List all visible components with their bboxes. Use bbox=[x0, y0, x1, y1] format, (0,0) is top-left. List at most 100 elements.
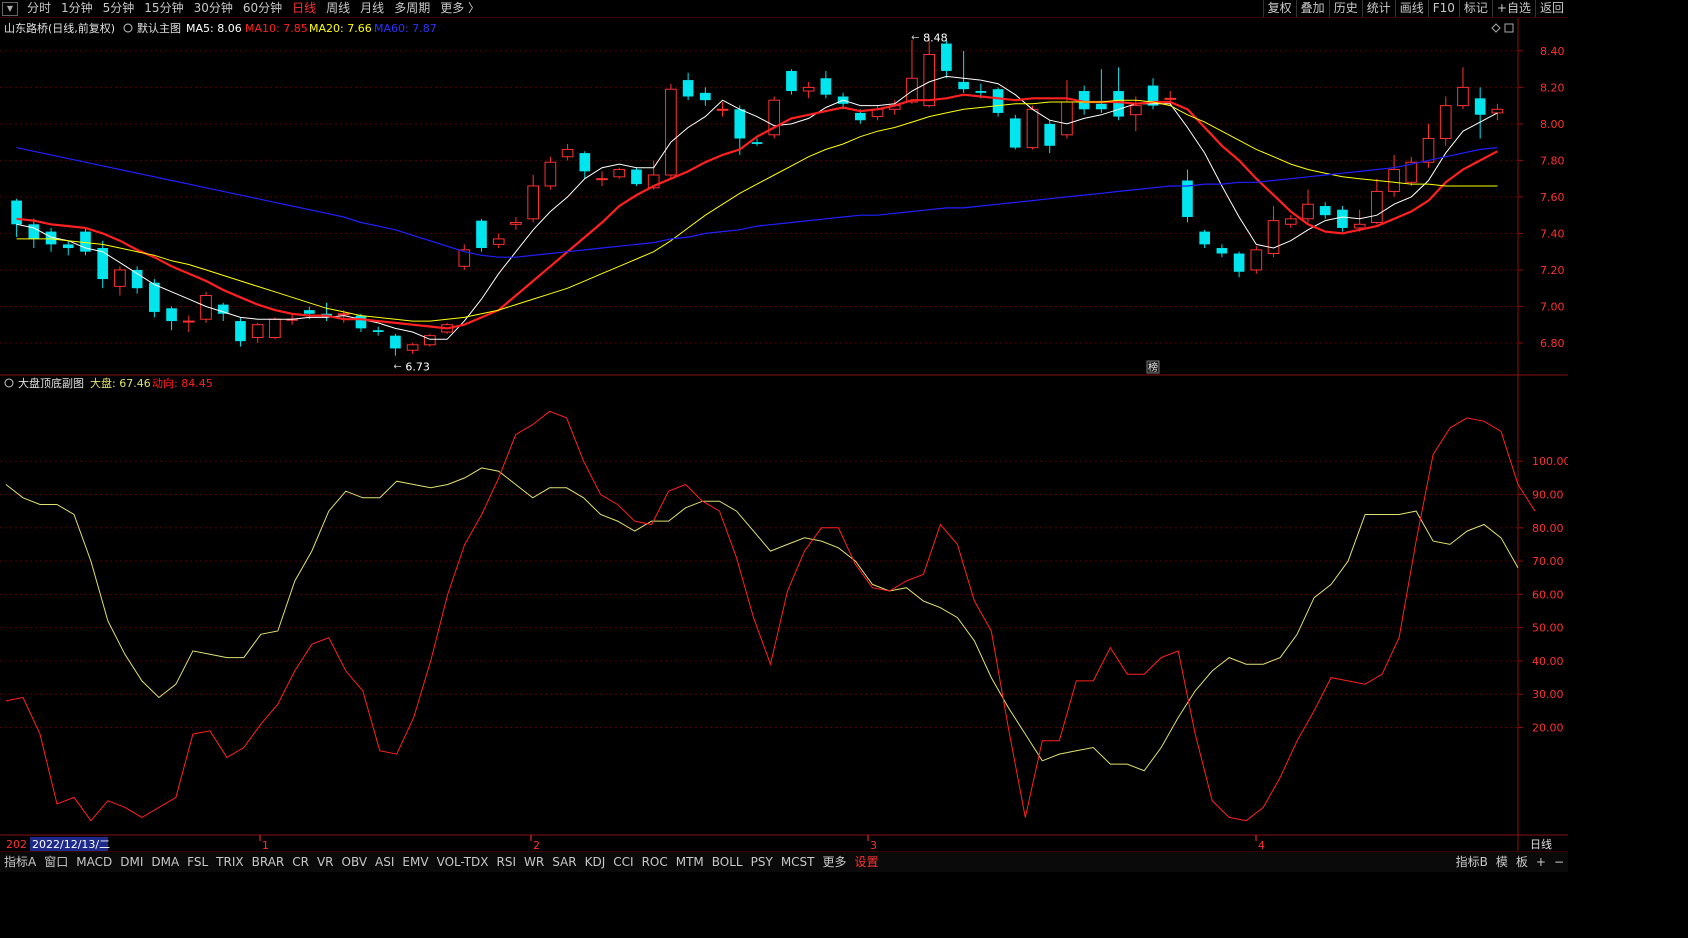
toolbar-button[interactable]: 画线 bbox=[1394, 0, 1428, 17]
sub-line-1 bbox=[5, 410, 1536, 822]
toolbar-button[interactable]: 返回 bbox=[1534, 0, 1568, 17]
indicator-tab[interactable]: ASI bbox=[375, 855, 395, 869]
candle-body bbox=[1009, 118, 1021, 148]
bottom-tool[interactable]: 模 bbox=[1495, 855, 1508, 869]
candle-body bbox=[182, 320, 195, 323]
candle-body bbox=[1319, 206, 1331, 216]
candle-body bbox=[1061, 101, 1073, 136]
candle-body bbox=[303, 310, 315, 314]
bottom-tool[interactable]: − bbox=[1553, 855, 1564, 869]
period-tab[interactable]: 周线 bbox=[326, 1, 351, 15]
candle-body bbox=[613, 169, 626, 178]
candle-body bbox=[28, 224, 40, 239]
sub-tick-label: 30.00 bbox=[1532, 688, 1564, 701]
indicator-tab[interactable]: TRIX bbox=[216, 855, 244, 869]
ma-line-ma60 bbox=[16, 147, 1498, 258]
candle-body bbox=[149, 282, 160, 312]
candle-body bbox=[544, 161, 557, 187]
indicator-tab[interactable]: BOLL bbox=[711, 855, 743, 869]
indicator-tab[interactable]: MCST bbox=[780, 855, 815, 869]
candle-body bbox=[355, 315, 367, 329]
indicator-tab[interactable]: MACD bbox=[76, 855, 113, 869]
toolbar-button[interactable]: 标记 bbox=[1458, 0, 1492, 17]
sub-chart-name: 大盘顶底副图 bbox=[18, 376, 84, 390]
period-tab[interactable]: 日线 bbox=[292, 1, 317, 15]
ma-line-ma10 bbox=[16, 93, 1498, 330]
period-tab[interactable]: 更多 〉 bbox=[440, 1, 481, 15]
candle-body bbox=[476, 220, 487, 249]
candle-body bbox=[975, 91, 987, 93]
toolbar-button[interactable]: 复权 bbox=[1262, 0, 1296, 17]
candle-body bbox=[166, 308, 177, 322]
toolbar-button[interactable]: 历史 bbox=[1328, 0, 1362, 17]
candle-body bbox=[1199, 231, 1211, 245]
indicator-tab[interactable]: ROC bbox=[641, 855, 668, 869]
period-tab[interactable]: 1分钟 bbox=[61, 1, 93, 15]
candle-body bbox=[1129, 105, 1142, 116]
diamond-icon bbox=[1491, 23, 1501, 33]
candle-body bbox=[235, 321, 246, 342]
period-tab[interactable]: 分时 bbox=[27, 1, 52, 15]
indicator-tab[interactable]: DMI bbox=[120, 855, 144, 869]
candle-body bbox=[97, 248, 109, 280]
ma-legend-1: MA10: 7.85 bbox=[245, 22, 308, 35]
indicator-tab[interactable]: MTM bbox=[675, 855, 704, 869]
indicator-tab[interactable]: VOL-TDX bbox=[436, 855, 489, 869]
period-tab[interactable]: 60分钟 bbox=[242, 1, 283, 15]
indicator-tab[interactable]: 指标A bbox=[4, 855, 37, 869]
ma-legend-2: MA20: 7.66 bbox=[309, 22, 372, 35]
candle-body bbox=[992, 89, 1004, 113]
chart-area[interactable]: 6.80 7.00 7.20 7.40 7.60 7.80 8.00 8.20 8.40 ← 8.4… bbox=[0, 18, 1568, 851]
indicator-tab[interactable]: WR bbox=[524, 855, 545, 869]
indicator-tab[interactable]: FSL bbox=[187, 855, 209, 869]
period-tab[interactable]: 月线 bbox=[360, 1, 385, 15]
toolbar-button[interactable]: 统计 bbox=[1361, 0, 1395, 17]
candle-body bbox=[802, 86, 815, 92]
indicator-tab[interactable]: DMA bbox=[151, 855, 180, 869]
candle-body bbox=[1233, 253, 1245, 272]
main-tick-label: 7.00 bbox=[1540, 300, 1565, 313]
period-tab[interactable]: 15分钟 bbox=[144, 1, 184, 15]
indicator-tab[interactable]: 更多 bbox=[822, 855, 847, 869]
indicator-tab[interactable]: VR bbox=[316, 855, 334, 869]
indicator-tab[interactable]: KDJ bbox=[584, 855, 606, 869]
period-tab[interactable]: 5分钟 bbox=[102, 1, 135, 15]
toolbar-button[interactable]: +自选 bbox=[1491, 0, 1535, 17]
bottom-tool[interactable]: + bbox=[1535, 855, 1546, 869]
toolbar-button[interactable]: F10 bbox=[1427, 0, 1459, 17]
period-tab[interactable]: 多周期 bbox=[394, 1, 431, 15]
indicator-tab[interactable]: BRAR bbox=[251, 855, 285, 869]
candle-body bbox=[1182, 180, 1193, 217]
indicator-tab[interactable]: SAR bbox=[552, 855, 577, 869]
indicator-tab[interactable]: 设置 bbox=[854, 855, 879, 869]
period-tab[interactable]: 30分钟 bbox=[193, 1, 233, 15]
sub-tick-label: 90.00 bbox=[1532, 488, 1564, 501]
indicator-tab[interactable]: CR bbox=[292, 855, 309, 869]
ma-line-ma5 bbox=[16, 75, 1498, 340]
sub-tick-label: 40.00 bbox=[1532, 655, 1564, 668]
candle-body bbox=[80, 231, 91, 252]
sub-option-icon bbox=[4, 378, 14, 388]
indicator-tab[interactable]: PSY bbox=[750, 855, 773, 869]
indicator-tab[interactable]: RSI bbox=[496, 855, 517, 869]
candle-body bbox=[458, 249, 471, 267]
candle-body bbox=[1284, 218, 1297, 225]
indicator-tab[interactable]: 窗口 bbox=[44, 855, 69, 869]
candle-body bbox=[716, 108, 729, 111]
candle-body bbox=[1147, 85, 1159, 106]
main-tick-label: 6.80 bbox=[1540, 337, 1565, 350]
candle-body bbox=[406, 344, 419, 351]
candle-body bbox=[510, 221, 522, 225]
bottom-tool[interactable]: 指标B bbox=[1455, 855, 1488, 869]
candle-body bbox=[820, 78, 832, 95]
month-label: 4 bbox=[1258, 839, 1265, 851]
candle-body bbox=[700, 92, 711, 101]
indicator-tab[interactable]: CCI bbox=[613, 855, 634, 869]
bottom-tool[interactable]: 板 bbox=[1515, 855, 1528, 869]
toolbar-button[interactable]: 叠加 bbox=[1295, 0, 1329, 17]
indicator-tab[interactable]: EMV bbox=[402, 855, 429, 869]
candle-body bbox=[1337, 209, 1348, 228]
ma-legend-3: MA60: 7.87 bbox=[374, 22, 437, 35]
menu-icon[interactable]: ▼ bbox=[2, 1, 18, 16]
indicator-tab[interactable]: OBV bbox=[341, 855, 368, 869]
